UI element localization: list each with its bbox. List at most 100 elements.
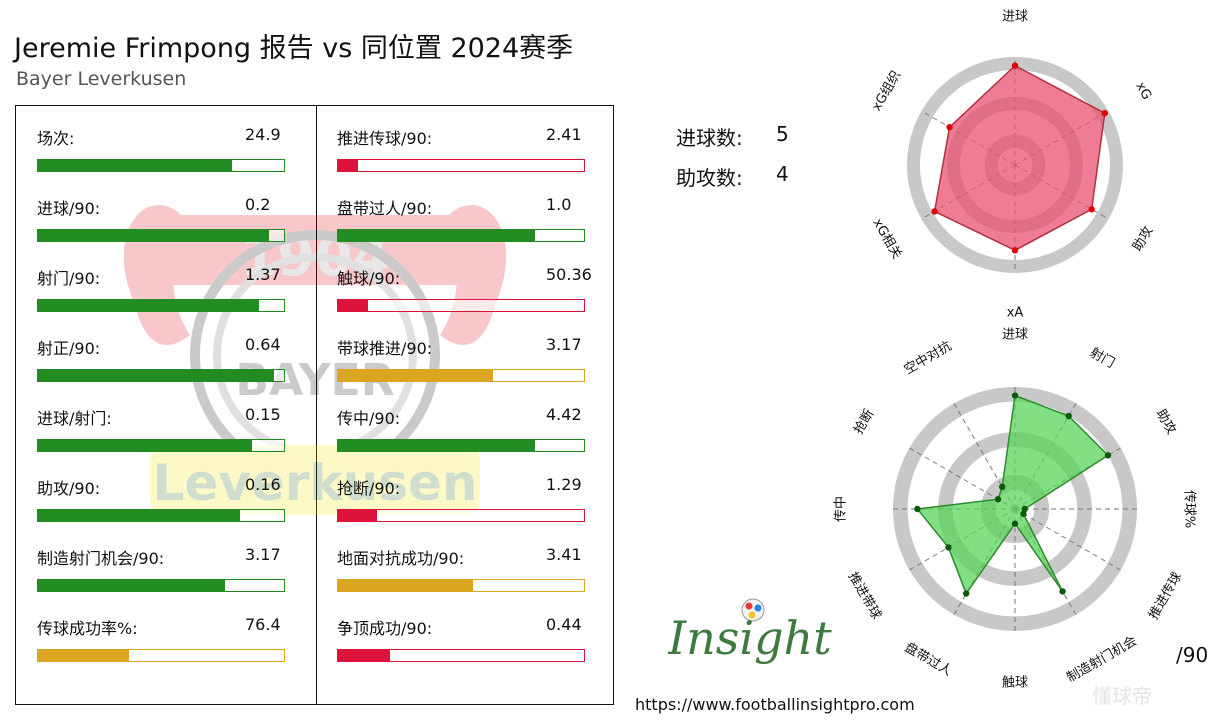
stat-label: 传中/90: bbox=[337, 409, 401, 428]
stat-label: 进球/射门: bbox=[37, 409, 112, 428]
radar-point bbox=[1104, 452, 1112, 459]
stat-left-5: 助攻/90: 0.16 bbox=[37, 475, 287, 535]
stat-bar bbox=[37, 299, 285, 312]
column-divider bbox=[316, 106, 317, 704]
stat-bar-fill bbox=[338, 300, 368, 311]
stat-label: 盘带过人/90: bbox=[337, 199, 433, 218]
stat-value: 0.44 bbox=[546, 615, 582, 634]
stat-value: 0.2 bbox=[245, 195, 271, 214]
stat-bar bbox=[37, 369, 285, 382]
report-title: Jeremie Frimpong 报告 vs 同位置 2024赛季 bbox=[14, 33, 574, 64]
radar-axis-label: 射门 bbox=[1087, 344, 1118, 371]
stat-bar-fill bbox=[38, 370, 275, 381]
stat-value: 2.41 bbox=[546, 125, 582, 144]
radar-axis-label: 进球 bbox=[1002, 10, 1028, 25]
stat-label: 推进传球/90: bbox=[337, 129, 433, 148]
stat-bar bbox=[37, 509, 285, 522]
stat-label: 地面对抗成功/90: bbox=[337, 549, 465, 568]
assists-value: 4 bbox=[776, 162, 789, 186]
stat-value: 0.15 bbox=[245, 405, 281, 424]
stat-value: 0.16 bbox=[245, 475, 281, 494]
stat-bar bbox=[37, 649, 285, 662]
stat-bar-fill bbox=[38, 580, 225, 591]
stat-bar-fill bbox=[38, 300, 260, 311]
stat-bar bbox=[337, 159, 585, 172]
radar-axis-label: 进球 bbox=[1002, 328, 1028, 343]
stat-bar bbox=[37, 229, 285, 242]
stat-right-0: 推进传球/90: 2.41 bbox=[337, 125, 587, 185]
stat-bar bbox=[37, 579, 285, 592]
stat-value: 1.0 bbox=[546, 195, 572, 214]
radar-axis-label: 传球% bbox=[1182, 490, 1197, 528]
radar-axis-label: 推进带球 bbox=[845, 570, 884, 623]
stat-label: 制造射门机会/90: bbox=[37, 549, 165, 568]
stat-bar bbox=[337, 579, 585, 592]
stat-label: 射正/90: bbox=[37, 339, 101, 358]
radar-axis-label: 制造射门机会 bbox=[1064, 633, 1140, 686]
stat-value: 0.64 bbox=[245, 335, 281, 354]
stat-label: 射门/90: bbox=[37, 269, 101, 288]
stat-value: 50.36 bbox=[546, 265, 592, 284]
radar-axis-label: 触球 bbox=[1002, 676, 1028, 691]
radar-point bbox=[1020, 510, 1027, 518]
stat-left-3: 射正/90: 0.64 bbox=[37, 335, 287, 395]
stat-value: 24.9 bbox=[245, 125, 281, 144]
stat-label: 触球/90: bbox=[337, 269, 401, 288]
stat-value: 1.37 bbox=[245, 265, 281, 284]
stat-right-1: 盘带过人/90: 1.0 bbox=[337, 195, 587, 255]
radar-axis-label: 空中对抗 bbox=[902, 339, 955, 378]
stat-label: 带球推进/90: bbox=[337, 339, 433, 358]
stat-bar-fill bbox=[38, 650, 130, 661]
radar-point bbox=[1101, 109, 1108, 117]
radar-point bbox=[1011, 520, 1019, 527]
radar-point bbox=[1088, 206, 1095, 213]
stat-left-2: 射门/90: 1.37 bbox=[37, 265, 287, 325]
stat-bar-fill bbox=[338, 580, 474, 591]
stat-left-6: 制造射门机会/90: 3.17 bbox=[37, 545, 287, 605]
radar-point bbox=[945, 544, 952, 551]
goals-value: 5 bbox=[776, 122, 789, 146]
radar-point bbox=[931, 208, 938, 215]
stat-left-7: 传球成功率%: 76.4 bbox=[37, 615, 287, 675]
radar-axis-label: 传中 bbox=[834, 496, 849, 522]
stat-bar-fill bbox=[38, 160, 233, 171]
radar-axis-label: 助攻 bbox=[1153, 407, 1179, 437]
stat-left-0: 场次: 24.9 bbox=[37, 125, 287, 185]
insight-logo-icon: Insight bbox=[668, 598, 832, 665]
stat-value: 4.42 bbox=[546, 405, 582, 424]
stat-bar bbox=[37, 439, 285, 452]
radar-point bbox=[1011, 247, 1019, 254]
stat-label: 传球成功率%: bbox=[37, 619, 138, 638]
radar-point bbox=[1011, 392, 1019, 399]
stat-bar bbox=[337, 299, 585, 312]
stat-bar bbox=[37, 159, 285, 172]
stat-bar-fill bbox=[338, 230, 535, 241]
website-link[interactable]: https://www.footballinsightpro.com bbox=[635, 695, 915, 714]
stats-table bbox=[15, 105, 614, 705]
radar-axis-label: xA bbox=[1007, 306, 1024, 321]
stat-value: 3.41 bbox=[546, 545, 582, 564]
radar-point bbox=[1059, 588, 1066, 595]
stat-bar-fill bbox=[38, 440, 253, 451]
stat-right-7: 争顶成功/90: 0.44 bbox=[337, 615, 587, 675]
stat-bar bbox=[337, 369, 585, 382]
stat-value: 3.17 bbox=[546, 335, 582, 354]
stat-left-1: 进球/90: 0.2 bbox=[37, 195, 287, 255]
radar-point bbox=[946, 124, 953, 131]
stat-bar-fill bbox=[38, 510, 240, 521]
radar-point bbox=[914, 505, 921, 513]
svg-text:Insight: Insight bbox=[668, 611, 832, 665]
radar-point bbox=[994, 496, 1002, 503]
stat-bar bbox=[337, 439, 585, 452]
stat-bar-fill bbox=[338, 650, 390, 661]
radar-point bbox=[998, 483, 1006, 491]
stat-bar bbox=[337, 509, 585, 522]
stat-right-2: 触球/90: 50.36 bbox=[337, 265, 592, 325]
stat-bar-fill bbox=[338, 440, 535, 451]
stat-label: 进球/90: bbox=[37, 199, 101, 218]
stat-bar-fill bbox=[338, 510, 378, 521]
radar-spoke bbox=[1014, 508, 1121, 571]
stat-label: 场次: bbox=[37, 129, 75, 148]
radar-axis-label: 盘带过人 bbox=[902, 639, 955, 679]
